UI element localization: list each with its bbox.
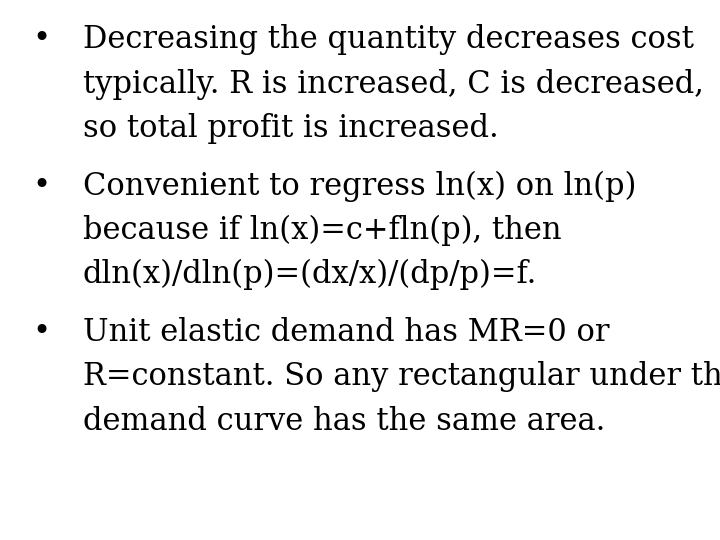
Text: •: • bbox=[32, 171, 50, 201]
Text: Decreasing the quantity decreases cost: Decreasing the quantity decreases cost bbox=[83, 24, 693, 55]
Text: typically. R is increased, C is decreased,: typically. R is increased, C is decrease… bbox=[83, 69, 703, 99]
Text: Unit elastic demand has MR=0 or: Unit elastic demand has MR=0 or bbox=[83, 317, 609, 348]
Text: so total profit is increased.: so total profit is increased. bbox=[83, 113, 498, 144]
Text: Convenient to regress ln(x) on ln(p): Convenient to regress ln(x) on ln(p) bbox=[83, 171, 636, 202]
Text: because if ln(x)=c+fln(p), then: because if ln(x)=c+fln(p), then bbox=[83, 215, 562, 246]
Text: demand curve has the same area.: demand curve has the same area. bbox=[83, 406, 606, 436]
Text: dln(x)/dln(p)=(dx/x)/(dp/p)=f.: dln(x)/dln(p)=(dx/x)/(dp/p)=f. bbox=[83, 259, 537, 291]
Text: •: • bbox=[32, 317, 50, 348]
Text: R=constant. So any rectangular under the: R=constant. So any rectangular under the bbox=[83, 361, 720, 392]
Text: •: • bbox=[32, 24, 50, 55]
